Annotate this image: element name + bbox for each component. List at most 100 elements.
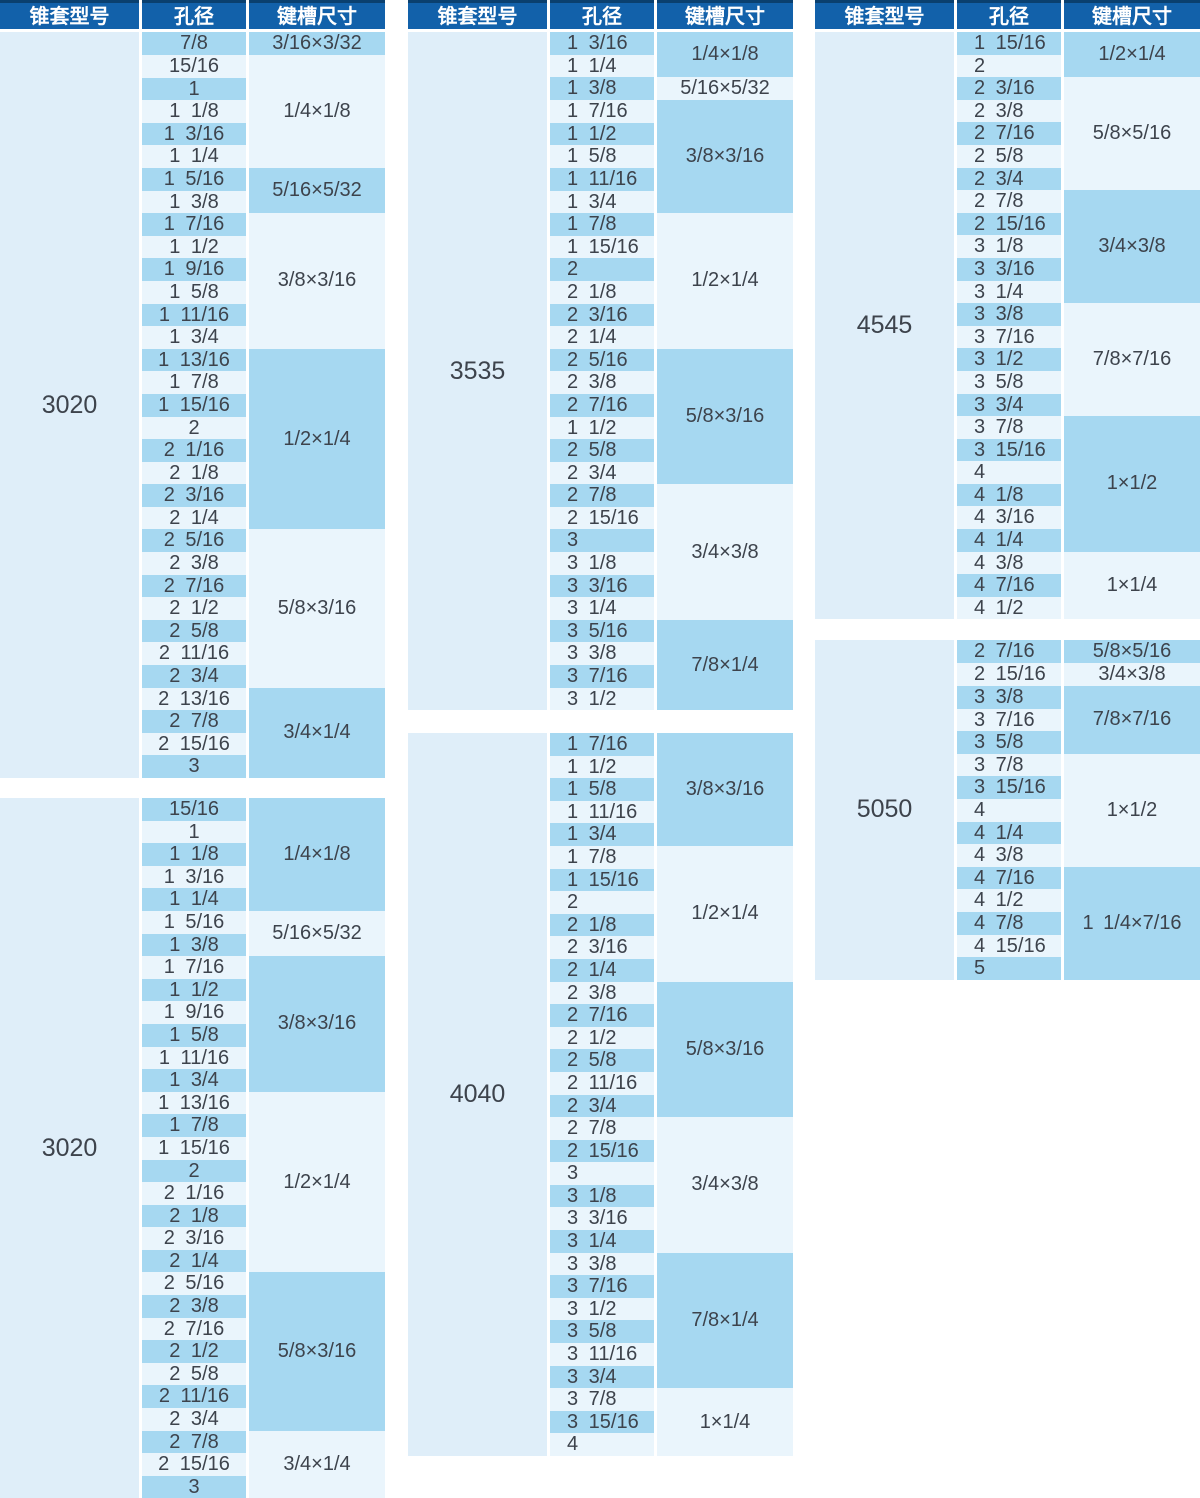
model-cell: 3020 <box>0 32 139 778</box>
model-cell: 4545 <box>815 32 954 620</box>
bore-cell: 1 11/16 <box>550 800 654 824</box>
bore-keyway-groups: 15/16 1 1 1/8 1 3/16 1 1/4 1/4×1/8 1 5/16 1 3/8… <box>142 798 385 1498</box>
bore-cell: 2 3/16 <box>142 1227 246 1250</box>
bore-column: 2 3/8 2 7/16 2 1/2 2 5/8 2 11/16 2 3/4 <box>550 981 654 1118</box>
bore-cell: 2 7/8 <box>550 1117 654 1140</box>
keyway-cell: 5/8×3/16 <box>249 529 385 688</box>
bore-cell: 1 5/8 <box>142 1023 246 1047</box>
bore-cell: 1 3/4 <box>550 190 654 214</box>
keyway-cell: 1 1/4×7/16 <box>1064 866 1200 980</box>
bore-cell: 1 5/16 <box>142 167 246 191</box>
bore-column: 2 7/8 2 15/16 3 <box>142 1430 246 1498</box>
bore-cell: 1 9/16 <box>142 258 246 281</box>
bore-cell: 2 7/8 <box>142 1430 246 1454</box>
keyway-cell: 3/4×3/8 <box>657 484 793 620</box>
bore-column: 7/8 <box>142 32 246 55</box>
bore-cell: 1 1/4 <box>550 54 654 78</box>
bore-cell: 2 1/16 <box>142 1182 246 1205</box>
bore-cell: 2 <box>957 54 1061 78</box>
bore-cell: 3 3/8 <box>550 1252 654 1276</box>
bore-cell: 1 3/8 <box>550 77 654 100</box>
bore-column: 2 3/16 2 3/8 2 7/16 2 5/8 2 3/4 <box>957 77 1061 191</box>
bore-column: 1 7/16 1 1/2 1 9/16 1 5/8 1 11/16 1 3/4 <box>142 213 246 349</box>
bore-cell: 1 13/16 <box>142 348 246 372</box>
bore-cell: 2 7/16 <box>957 122 1061 145</box>
keyway-group: 1 7/8 1 15/16 2 2 1/8 2 3/16 2 1/4 1/2×1/4 <box>550 213 793 349</box>
bore-cell: 3 1/4 <box>550 597 654 620</box>
header-bore-column: 孔径 <box>142 0 246 29</box>
keyway-cell: 1×1/4 <box>657 1388 793 1456</box>
bore-cell: 1 5/16 <box>142 910 246 934</box>
bore-cell: 2 1/8 <box>142 461 246 485</box>
bore-cell: 2 5/8 <box>142 1362 246 1386</box>
bore-cell: 1 7/16 <box>550 733 654 756</box>
bore-cell: 2 1/8 <box>142 1204 246 1228</box>
model-cell: 4040 <box>408 733 547 1456</box>
bore-cell: 1 <box>142 77 246 101</box>
bore-cell: 2 1/8 <box>550 280 654 304</box>
keyway-cell: 1×1/2 <box>1064 753 1200 867</box>
keyway-cell: 1/2×1/4 <box>249 348 385 530</box>
keyway-cell: 3/8×3/16 <box>657 100 793 214</box>
spec-table-3020-0: 锥套型号 孔径 键槽尺寸 3020 7/8 3/16×3/32 15/16 1 1 1/8 1 3… <box>0 0 385 778</box>
bore-column: 2 5/16 2 3/8 2 7/16 1 1/2 2 5/8 2 3/4 <box>550 348 654 485</box>
keyway-cell: 1/2×1/4 <box>657 213 793 349</box>
table-header-row: 锥套型号 孔径 键槽尺寸 <box>815 0 1200 29</box>
bore-cell: 3 15/16 <box>550 1410 654 1434</box>
bore-cell: 3 1/4 <box>550 1230 654 1253</box>
bore-column: 3 3/8 3 7/16 3 5/8 <box>957 686 1061 754</box>
keyway-cell: 3/4×1/4 <box>249 687 385 778</box>
bore-cell: 1 13/16 <box>142 1091 246 1115</box>
keyway-cell: 1/2×1/4 <box>249 1091 385 1273</box>
bore-cell: 4 1/2 <box>957 889 1061 912</box>
keyway-group: 3 7/8 3 15/16 4 1×1/4 <box>550 1388 793 1456</box>
bore-cell: 1 1/8 <box>142 843 246 866</box>
bore-cell: 2 5/8 <box>550 1049 654 1072</box>
keyway-cell: 3/8×3/16 <box>249 956 385 1092</box>
bore-cell: 2 3/8 <box>142 1295 246 1318</box>
bore-cell: 4 7/16 <box>957 866 1061 890</box>
bore-cell: 2 3/8 <box>550 371 654 394</box>
bore-column: 1 3/8 <box>550 77 654 100</box>
keyway-cell: 3/4×3/8 <box>1064 663 1200 686</box>
bore-cell: 3 5/8 <box>957 731 1061 754</box>
keyway-cell: 5/16×5/32 <box>249 167 385 214</box>
bore-cell: 3 3/16 <box>957 257 1061 281</box>
bore-cell: 4 1/2 <box>957 596 1061 620</box>
header-model-column: 锥套型号 <box>408 0 547 29</box>
bore-cell: 2 15/16 <box>142 732 246 756</box>
bore-cell: 1 5/8 <box>142 280 246 304</box>
bore-keyway-groups: 7/8 3/16×3/32 15/16 1 1 1/8 1 3/16 1 1/4 1/4×1/… <box>142 32 385 778</box>
bore-cell: 2 <box>142 416 246 440</box>
spec-table-5050-5: 5050 2 7/16 5/8×5/16 2 15/16 3/4×3/8 3 3/8 3 7… <box>815 640 1200 980</box>
bore-column: 1 7/16 1 1/2 1 5/8 1 11/16 1 3/4 <box>550 733 654 846</box>
keyway-group: 2 7/8 2 15/16 3 3/4×1/4 <box>142 1430 385 1498</box>
bore-cell: 3 7/8 <box>957 416 1061 439</box>
bore-cell: 1 3/4 <box>550 823 654 846</box>
bore-cell: 1 1/8 <box>142 100 246 123</box>
keyway-group: 1 7/16 1 1/2 1 9/16 1 5/8 1 11/16 1 3/4 3/8×3/… <box>142 213 385 349</box>
bore-cell: 2 3/4 <box>550 461 654 485</box>
bore-cell: 3 3/8 <box>957 303 1061 326</box>
bore-cell: 1 11/16 <box>142 1046 246 1070</box>
bore-cell: 3 <box>550 529 654 553</box>
bore-cell: 4 <box>550 1433 654 1456</box>
bore-cell: 1 15/16 <box>142 393 246 417</box>
keyway-cell: 1/2×1/4 <box>657 845 793 982</box>
bore-column: 2 5/16 2 3/8 2 7/16 2 1/2 2 5/8 2 11/16 2 3/4 <box>142 1272 246 1431</box>
bore-cell: 3 1/2 <box>957 348 1061 371</box>
bore-keyway-groups: 1 15/16 2 1/2×1/4 2 3/16 2 3/8 2 7/16 2 5/8 2 3… <box>957 32 1200 620</box>
bore-cell: 2 1/4 <box>142 506 246 530</box>
bore-cell: 4 1/4 <box>957 529 1061 552</box>
bore-cell: 2 1/2 <box>142 597 246 620</box>
bore-cell: 3 1/2 <box>550 687 654 711</box>
table-body: 4545 1 15/16 2 1/2×1/4 2 3/16 2 3/8 2 7/16 2 5/… <box>815 32 1200 620</box>
keyway-group: 15/16 1 1 1/8 1 3/16 1 1/4 1/4×1/8 <box>142 55 385 168</box>
keyway-group: 2 13/16 2 7/8 2 15/16 3 3/4×1/4 <box>142 687 385 778</box>
bore-column: 3 3/8 3 7/16 3 1/2 3 5/8 3 11/16 3 3/4 <box>550 1252 654 1389</box>
bore-cell: 2 7/16 <box>550 393 654 417</box>
bore-cell: 2 <box>550 891 654 914</box>
keyway-group: 4 7/16 4 1/2 4 7/8 4 15/16 5 1 1/4×7/16 <box>957 866 1200 980</box>
table-body: 3535 1 3/16 1 1/4 1/4×1/8 1 3/8 5/16×5/32 1 7/… <box>408 32 793 711</box>
bore-cell: 3 3/4 <box>550 1365 654 1389</box>
